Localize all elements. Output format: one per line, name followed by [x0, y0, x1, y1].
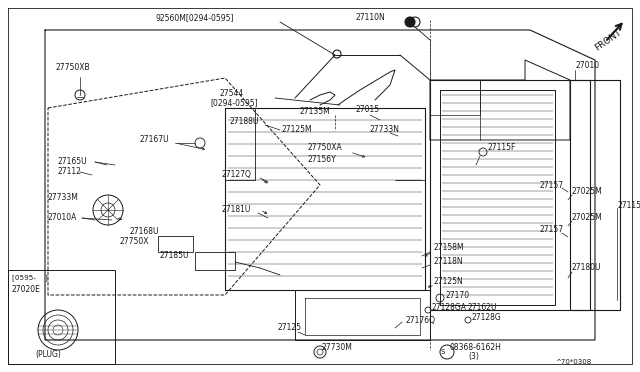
- Text: 27733N: 27733N: [370, 125, 400, 135]
- Text: 27181U: 27181U: [222, 205, 252, 215]
- Text: 27176Q: 27176Q: [405, 315, 435, 324]
- Text: 27127Q: 27127Q: [222, 170, 252, 180]
- Text: [0294-0595]: [0294-0595]: [210, 99, 258, 108]
- Text: 27025M: 27025M: [572, 214, 603, 222]
- Text: 08368-6162H: 08368-6162H: [450, 343, 502, 352]
- Text: 27185U: 27185U: [160, 250, 189, 260]
- Text: 27170: 27170: [445, 291, 469, 299]
- Text: 27157: 27157: [540, 225, 564, 234]
- Text: 27158M: 27158M: [433, 244, 463, 253]
- Text: 27112: 27112: [58, 167, 82, 176]
- Bar: [158, 236, 193, 252]
- Text: 27020E: 27020E: [12, 285, 41, 295]
- Text: 27010: 27010: [575, 61, 599, 70]
- Bar: [195, 252, 235, 270]
- Text: (3): (3): [468, 353, 479, 362]
- Text: 27015: 27015: [355, 106, 379, 115]
- Text: 27544: 27544: [220, 89, 244, 97]
- Text: 27128GA: 27128GA: [432, 304, 467, 312]
- Text: 27157: 27157: [540, 180, 564, 189]
- Text: 27188U: 27188U: [230, 118, 259, 126]
- Text: 27168U: 27168U: [130, 228, 159, 237]
- Text: (PLUG): (PLUG): [35, 350, 61, 359]
- Text: [0595-    ]: [0595- ]: [12, 275, 48, 281]
- Text: 27135M: 27135M: [300, 108, 331, 116]
- Text: 27750X: 27750X: [120, 237, 150, 247]
- Text: 27115F: 27115F: [488, 144, 516, 153]
- Text: 27167U: 27167U: [140, 135, 170, 144]
- Text: 27025M: 27025M: [572, 187, 603, 196]
- Text: S: S: [441, 349, 445, 355]
- Text: 27118N: 27118N: [433, 257, 463, 266]
- Text: 27125N: 27125N: [433, 278, 463, 286]
- Text: 27733M: 27733M: [48, 193, 79, 202]
- Text: 92560M[0294-0595]: 92560M[0294-0595]: [155, 13, 234, 22]
- Text: 27750XA: 27750XA: [308, 144, 343, 153]
- Text: 27010A: 27010A: [48, 214, 77, 222]
- Text: 27125M: 27125M: [282, 125, 312, 135]
- Text: 27180U: 27180U: [572, 263, 602, 273]
- Text: 27110N: 27110N: [355, 13, 385, 22]
- Text: 27125: 27125: [278, 324, 302, 333]
- Text: 27750XB: 27750XB: [55, 64, 90, 73]
- Circle shape: [405, 17, 415, 27]
- Text: ^70*0308: ^70*0308: [555, 359, 591, 365]
- Text: FRONT: FRONT: [593, 28, 623, 52]
- Text: 27156Y: 27156Y: [308, 155, 337, 164]
- Text: 27165U: 27165U: [58, 157, 88, 167]
- Text: 27730M: 27730M: [322, 343, 353, 353]
- Text: 27128G: 27128G: [472, 314, 502, 323]
- Text: 27115: 27115: [617, 201, 640, 209]
- Text: 27162U: 27162U: [468, 304, 497, 312]
